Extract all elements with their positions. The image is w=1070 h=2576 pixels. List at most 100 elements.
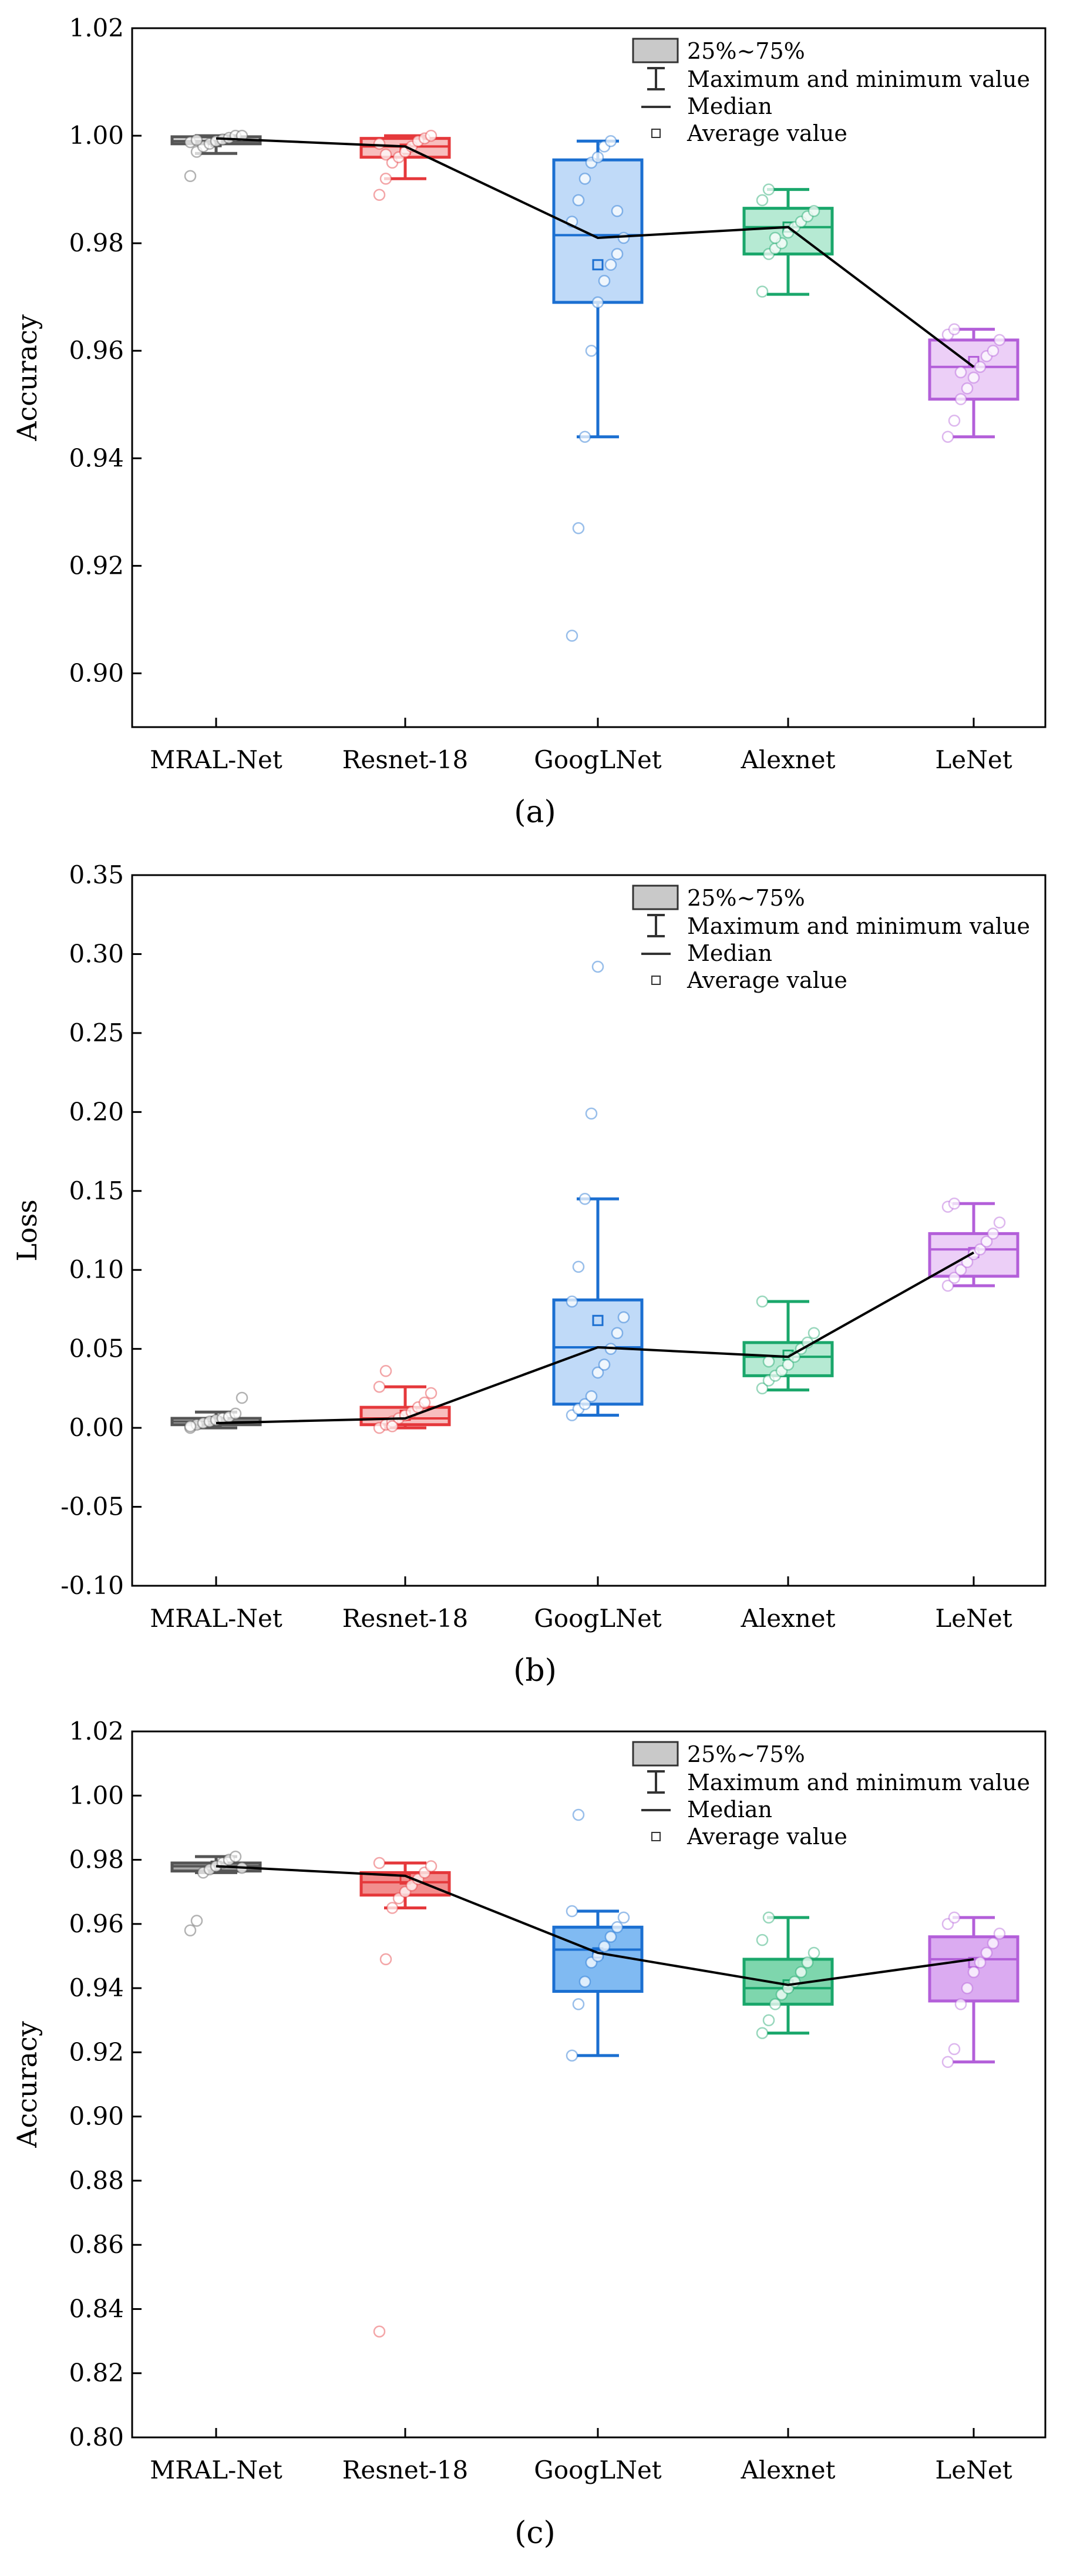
data-point xyxy=(961,1982,974,1995)
y-tick-label: 0.92 xyxy=(69,551,124,580)
legend-average-label: Average value xyxy=(687,120,847,146)
y-tick-label: 0.96 xyxy=(69,1909,124,1938)
data-point xyxy=(941,2056,954,2069)
data-point xyxy=(954,366,967,379)
data-point xyxy=(585,1107,598,1120)
data-point xyxy=(974,1243,987,1256)
data-point xyxy=(807,1327,820,1340)
y-tick-label: 0.90 xyxy=(69,658,124,687)
x-tick-label: GoogLNet xyxy=(534,2456,662,2484)
data-point xyxy=(980,1946,993,1959)
data-point xyxy=(399,1885,412,1898)
data-point xyxy=(604,1931,617,1943)
data-point xyxy=(941,1918,954,1931)
y-tick-label: 1.02 xyxy=(69,1717,124,1746)
y-tick-label: 0.84 xyxy=(69,2294,124,2323)
data-point xyxy=(617,1911,630,1924)
box-iqr xyxy=(928,338,1019,401)
data-point xyxy=(801,1956,814,1969)
legend-average-symbol xyxy=(651,1832,661,1841)
box-lenet xyxy=(928,323,1019,443)
data-point xyxy=(572,1808,585,1821)
data-point xyxy=(775,1365,788,1377)
y-tick-label: 0.96 xyxy=(69,336,124,365)
y-tick-label: 0.82 xyxy=(69,2359,124,2387)
box-resnet-18 xyxy=(359,129,451,201)
x-tick-label: LeNet xyxy=(935,2456,1012,2484)
median-trend-line xyxy=(216,137,975,368)
data-point xyxy=(948,2043,961,2056)
data-point xyxy=(993,334,1006,347)
data-point xyxy=(941,431,954,443)
data-point xyxy=(756,285,769,298)
y-tick-label: 0.25 xyxy=(69,1018,124,1047)
y-tick-label: 0.92 xyxy=(69,2037,124,2066)
legend-box-label: 25%~75% xyxy=(687,885,805,911)
data-point xyxy=(572,1998,585,2010)
panel-b: -0.10 -0.05 0.00 0.05 0.10 0.15 0.20 0.25 0.30 0.… xyxy=(11,860,1047,1689)
y-tick-label: 0.30 xyxy=(69,939,124,968)
data-point xyxy=(425,129,438,142)
box-alexnet xyxy=(742,1911,834,2039)
panel-caption: (c) xyxy=(514,2516,556,2551)
data-point xyxy=(373,189,386,201)
data-point xyxy=(379,148,392,161)
data-point xyxy=(769,1998,782,2010)
x-tick-label: MRAL-Net xyxy=(150,2456,282,2484)
x-tick-label: GoogLNet xyxy=(534,1604,662,1633)
data-point xyxy=(392,1892,405,1905)
data-point xyxy=(184,1924,197,1936)
data-point xyxy=(617,1311,630,1324)
data-point xyxy=(379,173,392,185)
data-point xyxy=(591,296,604,309)
box-resnet-18 xyxy=(359,1365,451,1434)
data-point xyxy=(993,1927,1006,1940)
panel-a: 0.90 0.92 0.94 0.96 0.98 1.00 1.02 Accuracy MRAL… xyxy=(11,14,1047,830)
legend-box-swatch xyxy=(632,885,679,910)
data-point xyxy=(190,134,203,146)
y-tick-label: 0.90 xyxy=(69,2102,124,2131)
legend: 25%~75%Maximum and minimum valueMedianAv… xyxy=(632,885,1030,993)
data-point xyxy=(974,1956,987,1969)
y-tick-label: 0.15 xyxy=(69,1176,124,1205)
data-point xyxy=(795,1966,807,1979)
data-point xyxy=(566,2049,578,2062)
data-point xyxy=(578,173,591,185)
data-point xyxy=(373,137,386,150)
box-googlnet xyxy=(552,134,644,642)
x-tick-label: LeNet xyxy=(935,745,1012,774)
y-tick-label: 1.00 xyxy=(69,1781,124,1810)
data-point xyxy=(987,344,1000,357)
y-tick-label: 0.86 xyxy=(69,2230,124,2259)
data-point xyxy=(373,2325,386,2338)
y-tick-label: 0.94 xyxy=(69,443,124,472)
data-point xyxy=(585,1390,598,1403)
data-point xyxy=(974,361,987,373)
data-point xyxy=(987,1228,1000,1240)
y-tick-label: 0.35 xyxy=(69,860,124,889)
data-point xyxy=(386,1902,399,1914)
data-point xyxy=(967,371,980,384)
legend-box-label: 25%~75% xyxy=(687,38,805,64)
data-point xyxy=(585,1956,598,1969)
y-tick-label: 0.98 xyxy=(69,228,124,257)
data-point xyxy=(229,1407,242,1420)
legend-whisker-label: Maximum and minimum value xyxy=(687,913,1030,939)
plot-frame xyxy=(131,27,1047,728)
plot-frame xyxy=(131,1730,1047,2439)
data-point xyxy=(756,1382,769,1395)
data-point xyxy=(405,1879,418,1892)
y-tick-label: 0.80 xyxy=(69,2423,124,2451)
data-point xyxy=(578,1192,591,1205)
x-tick-label: MRAL-Net xyxy=(150,745,282,774)
legend-median-label: Median xyxy=(687,93,772,119)
box-mral-net xyxy=(170,1391,262,1434)
x-tick-label: Alexnet xyxy=(740,745,835,774)
legend-whisker-label: Maximum and minimum value xyxy=(687,66,1030,92)
data-point xyxy=(572,194,585,207)
data-point xyxy=(948,1272,961,1284)
data-point xyxy=(418,1867,431,1879)
data-point xyxy=(566,1295,578,1308)
legend: 25%~75%Maximum and minimum valueMedianAv… xyxy=(632,38,1030,146)
y-tick-label: 1.02 xyxy=(69,14,124,42)
